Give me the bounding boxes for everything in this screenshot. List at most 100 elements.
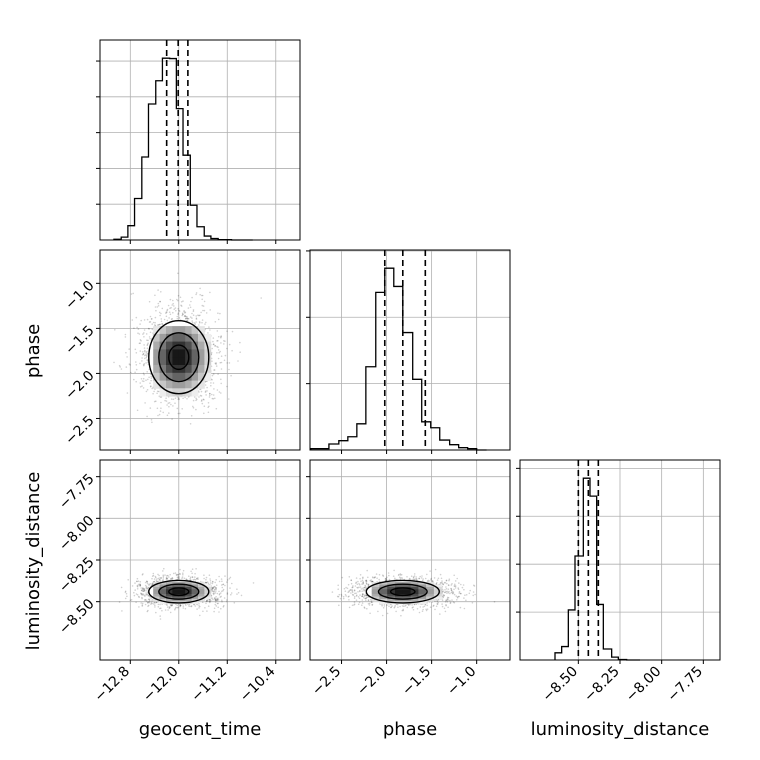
scatter-point: [189, 304, 191, 306]
scatter-point: [220, 596, 222, 598]
scatter-point: [217, 330, 219, 332]
scatter-point: [160, 402, 162, 404]
scatter-point: [167, 415, 169, 417]
scatter-point: [134, 589, 136, 591]
scatter-point: [152, 329, 154, 331]
scatter-point: [202, 295, 204, 297]
scatter-point: [376, 573, 378, 575]
scatter-point: [138, 596, 140, 598]
scatter-point: [361, 590, 363, 592]
scatter-point: [171, 418, 173, 420]
scatter-point: [146, 371, 148, 373]
scatter-point: [352, 605, 354, 607]
scatter-point: [200, 395, 202, 397]
hist-step-luminosity_distance: [555, 478, 640, 660]
scatter-point: [218, 358, 220, 360]
scatter-point: [200, 312, 202, 314]
scatter-point: [377, 611, 379, 613]
scatter-point: [168, 576, 170, 578]
hist-frame-phase: [310, 250, 510, 450]
scatter-point: [447, 601, 449, 603]
scatter-point: [352, 592, 354, 594]
scatter-point: [199, 294, 201, 296]
scatter-point: [136, 581, 138, 583]
scatter-point: [162, 323, 164, 325]
scatter-point: [133, 379, 135, 381]
scatter-point: [218, 336, 220, 338]
scatter-point: [226, 601, 228, 603]
scatter-point: [454, 594, 456, 596]
scatter-point: [205, 381, 207, 383]
scatter-point: [217, 346, 219, 348]
scatter-point: [164, 319, 166, 321]
scatter-point: [229, 362, 231, 364]
scatter-point: [143, 595, 145, 597]
scatter-point: [167, 575, 169, 577]
scatter-point: [114, 329, 116, 331]
scatter-point: [217, 312, 219, 314]
scatter-point: [144, 358, 146, 360]
scatter-point: [199, 615, 201, 617]
scatter-point: [455, 587, 457, 589]
scatter-point: [439, 613, 441, 615]
scatter-point: [203, 578, 205, 580]
density-cell: [172, 334, 179, 342]
scatter-point: [153, 322, 155, 324]
scatter-point: [435, 569, 437, 571]
scatter-point: [136, 352, 138, 354]
scatter-point: [160, 577, 162, 579]
scatter-point: [150, 386, 152, 388]
scatter-point: [195, 400, 197, 402]
scatter-point: [179, 569, 181, 571]
scatter-point: [167, 309, 169, 311]
scatter-point: [147, 602, 149, 604]
scatter-point: [204, 405, 206, 407]
scatter-point: [341, 594, 343, 596]
density-cell: [172, 589, 179, 592]
scatter-point: [188, 575, 190, 577]
scatter-point: [201, 399, 203, 401]
scatter-point: [460, 584, 462, 586]
scatter-point: [215, 363, 217, 365]
scatter-point: [191, 320, 193, 322]
scatter-point: [450, 602, 452, 604]
scatter-point: [230, 375, 232, 377]
scatter-point: [164, 400, 166, 402]
scatter-point: [444, 589, 446, 591]
density-cell: [160, 357, 167, 365]
scatter-point: [231, 350, 233, 352]
scatter-point: [363, 597, 365, 599]
scatter-point: [223, 589, 225, 591]
scatter-point: [136, 327, 138, 329]
scatter-point: [155, 577, 157, 579]
scatter-point: [472, 595, 474, 597]
scatter-point: [143, 378, 145, 380]
scatter-point: [224, 585, 226, 587]
scatter-point: [221, 591, 223, 593]
scatter-point: [160, 396, 162, 398]
scatter-point: [202, 611, 204, 613]
density-cell: [185, 326, 192, 334]
scatter-point: [182, 572, 184, 574]
scatter-point: [217, 607, 219, 609]
scatter-point: [125, 591, 127, 593]
scatter-point: [198, 605, 200, 607]
scatter-point: [155, 310, 157, 312]
scatter-point: [152, 599, 154, 601]
scatter-point: [149, 602, 151, 604]
scatter-point: [436, 583, 438, 585]
scatter-point: [337, 588, 339, 590]
scatter-point: [205, 391, 207, 393]
density-cell: [185, 381, 192, 389]
scatter-point: [220, 362, 222, 364]
scatter-point: [351, 589, 353, 591]
scatter-point: [453, 589, 455, 591]
scatter-point: [170, 404, 172, 406]
scatter-point: [362, 587, 364, 589]
scatter-point: [218, 591, 220, 593]
scatter-point: [206, 390, 208, 392]
scatter-point: [372, 577, 374, 579]
scatter-point: [150, 332, 152, 334]
scatter-point: [206, 610, 208, 612]
scatter-point: [394, 606, 396, 608]
